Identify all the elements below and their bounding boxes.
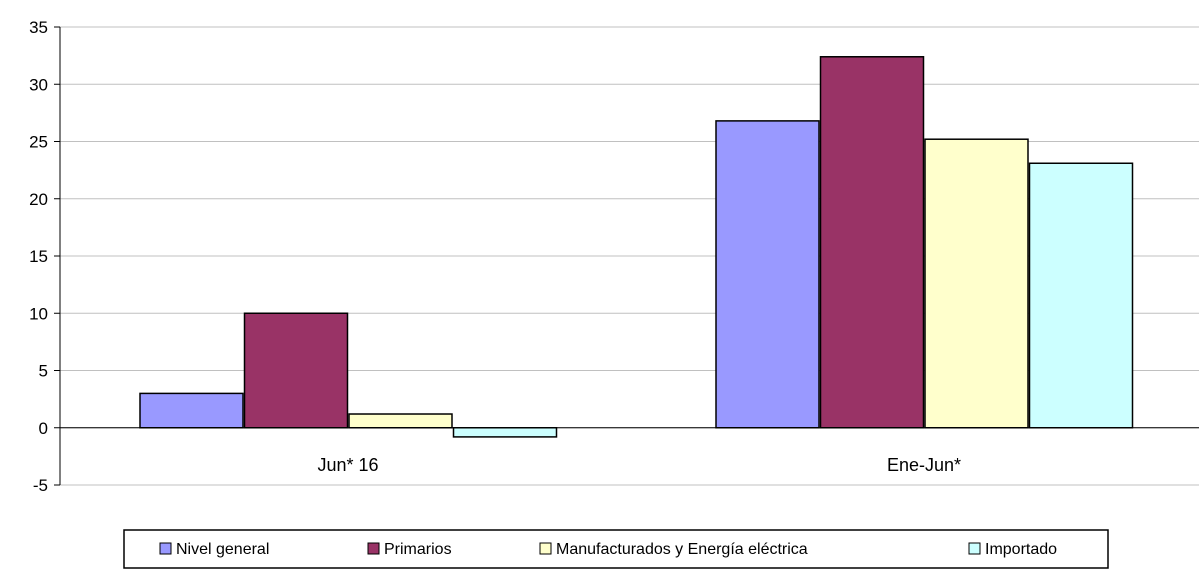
bar-2-jun16: [243, 312, 349, 429]
legend-box: [123, 529, 1109, 569]
y-tick-label: 25: [29, 133, 48, 152]
bar-4-jun16: [452, 427, 558, 438]
y-tick-label: 15: [29, 247, 48, 266]
y-tick-labels: 35 30 25 20 15 10 5 0 -5: [29, 18, 48, 495]
y-tick-label: 0: [39, 419, 48, 438]
legend: Nivel general Primarios Manufacturados y E…: [123, 529, 1109, 569]
bars: [139, 56, 1134, 438]
legend-label: Importado: [985, 541, 1057, 558]
category-label: Jun* 16: [317, 455, 378, 475]
bar-1-jun16: [139, 392, 244, 429]
bar-2-ene-jun: [819, 56, 925, 429]
y-tick-label: 10: [29, 304, 48, 323]
axes: [54, 26, 1199, 486]
bar-1-ene-jun: [715, 120, 820, 429]
legend-swatch: [968, 542, 981, 555]
bar-3-ene-jun: [924, 138, 1029, 429]
bar-4-ene-jun: [1028, 162, 1134, 429]
legend-swatch: [539, 542, 552, 555]
category-label: Ene-Jun*: [887, 455, 961, 475]
bar-3-jun16: [348, 413, 453, 429]
legend-label: Manufacturados y Energía eléctrica: [556, 541, 808, 558]
y-tick-label: 20: [29, 190, 48, 209]
y-tick-label: 30: [29, 75, 48, 94]
legend-swatch: [159, 542, 172, 555]
y-tick-label: 5: [39, 362, 48, 381]
y-tick-label: -5: [33, 476, 48, 495]
legend-label: Nivel general: [176, 541, 269, 558]
legend-swatch: [367, 542, 380, 555]
category-labels: Jun* 16 Ene-Jun*: [317, 455, 961, 475]
legend-label: Primarios: [384, 541, 452, 558]
y-tick-label: 35: [29, 18, 48, 37]
